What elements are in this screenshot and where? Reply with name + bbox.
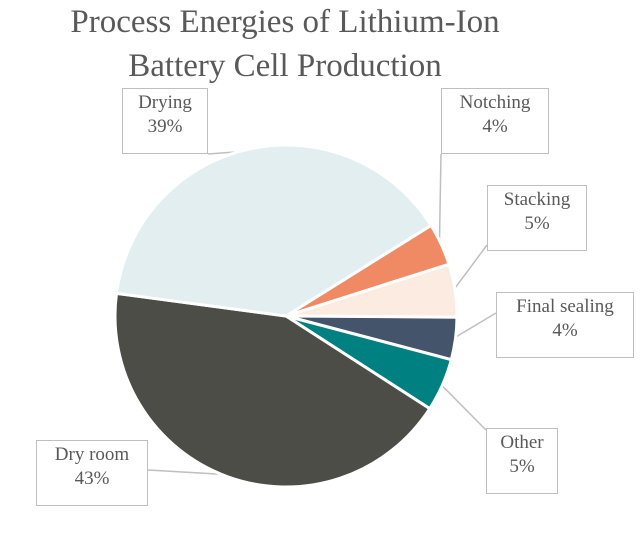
chart-title-line-2: Battery Cell Production (128, 48, 442, 84)
leader-line-final-sealing (453, 312, 497, 339)
label-other-value: 5% (509, 456, 535, 477)
label-drying-value: 39% (147, 116, 183, 137)
pie-slice-dry-room (113, 291, 432, 489)
label-stacking-value: 5% (524, 213, 550, 234)
label-dry-room: Dry room 43% (36, 440, 148, 506)
chart-title-line-1: Process Energies of Lithium-Ion (70, 4, 500, 40)
label-notching-name: Notching (459, 92, 531, 113)
pie-slice-drying (115, 143, 433, 318)
label-final-sealing: Final sealing 4% (496, 292, 634, 358)
label-other: Other 5% (486, 428, 558, 494)
label-final-sealing-value: 4% (552, 320, 578, 341)
label-stacking: Stacking 5% (487, 185, 587, 251)
leader-line-other (440, 383, 487, 431)
label-drying: Drying 39% (122, 88, 208, 154)
label-dry-room-name: Dry room (54, 444, 130, 465)
leader-line-notching (438, 153, 442, 246)
label-dry-room-value: 43% (74, 468, 110, 489)
label-final-sealing-name: Final sealing (516, 296, 614, 317)
chart-title: Process Energies of Lithium-Ion Battery … (0, 0, 570, 88)
label-drying-name: Drying (138, 92, 192, 113)
leader-line-stacking (452, 244, 488, 292)
leader-line-dry-room (147, 469, 228, 476)
label-stacking-name: Stacking (503, 189, 571, 210)
label-notching-value: 4% (482, 116, 508, 137)
label-other-name: Other (500, 432, 544, 453)
label-notching: Notching 4% (441, 88, 549, 154)
pie-slices (113, 143, 459, 489)
